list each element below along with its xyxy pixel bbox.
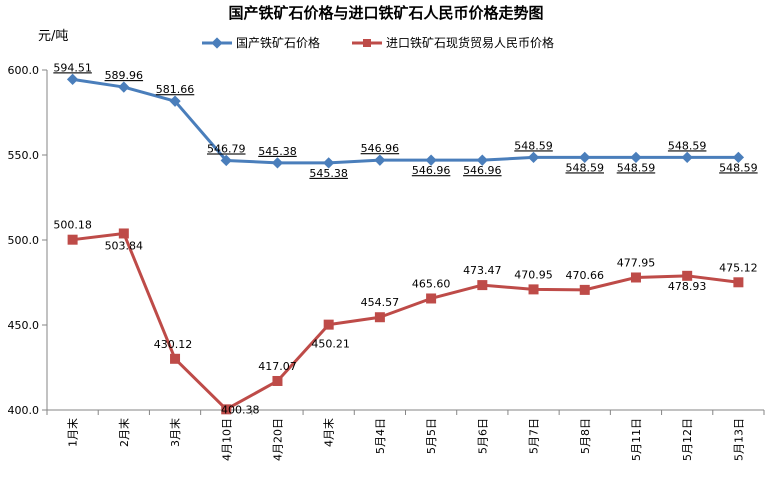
data-label-import: 503.84: [105, 239, 144, 252]
data-label-import: 470.95: [514, 268, 553, 281]
x-tick-label: 1月末: [66, 418, 80, 447]
data-point-import: [426, 293, 437, 304]
data-label-domestic: 545.38: [309, 167, 348, 180]
x-tick-label: 5月7日: [528, 418, 541, 454]
legend-label-import: 进口铁矿石现货贸易人民币价格: [386, 35, 554, 50]
y-axis-unit: 元/吨: [38, 29, 68, 44]
data-label-import: 470.66: [566, 269, 605, 282]
data-point-import: [374, 312, 385, 323]
x-tick-label: 5月13日: [732, 418, 745, 461]
data-point-domestic: [681, 151, 693, 164]
legend-marker-domestic: [211, 37, 223, 49]
x-tick-label: 3月末: [168, 418, 182, 447]
data-point-domestic: [66, 73, 79, 85]
x-tick-label: 5月4日: [374, 418, 387, 454]
data-point-import: [682, 270, 693, 281]
data-point-domestic: [732, 151, 745, 164]
data-label-domestic: 546.96: [412, 164, 451, 177]
data-point-import: [579, 284, 590, 295]
data-label-domestic: 589.96: [105, 69, 144, 82]
x-tick-label: 4月10日: [220, 418, 233, 461]
data-point-domestic: [374, 154, 386, 166]
data-label-domestic: 548.59: [566, 161, 605, 174]
y-tick-label: 600.0: [8, 64, 40, 77]
legend-marker-import: [363, 39, 371, 47]
legend-item-domestic: 国产铁矿石价格: [202, 35, 320, 50]
data-label-domestic: 581.66: [156, 83, 195, 96]
data-label-import: 400.38: [221, 403, 260, 416]
y-tick-label: 550.0: [8, 149, 40, 162]
x-tick-label: 5月6日: [476, 418, 489, 454]
data-label-import: 475.12: [719, 261, 758, 274]
data-point-import: [272, 375, 283, 386]
chart-title: 国产铁矿石价格与进口铁矿石人民币价格走势图: [228, 4, 543, 22]
data-label-import: 465.60: [412, 277, 451, 290]
y-tick-label: 400.0: [8, 404, 40, 417]
series-layer: [66, 73, 745, 415]
data-point-domestic: [118, 81, 130, 93]
legend: 国产铁矿石价格 进口铁矿石现货贸易人民币价格: [202, 35, 554, 50]
series-line-1: [72, 231, 739, 411]
x-tick-label: 5月5日: [425, 418, 438, 454]
data-point-import: [528, 284, 539, 295]
data-label-domestic: 548.59: [668, 139, 707, 152]
data-point-domestic: [630, 151, 642, 164]
data-label-domestic: 594.51: [53, 61, 92, 74]
x-tick-label: 5月12日: [681, 418, 694, 461]
x-tick-label: 4月末: [322, 418, 336, 447]
x-tick-label: 2月末: [117, 418, 131, 447]
data-label-import: 477.95: [617, 256, 656, 269]
x-tick-label: 5月8日: [579, 418, 592, 454]
data-label-domestic: 545.38: [258, 145, 297, 158]
data-label-import: 454.57: [361, 296, 400, 309]
data-label-import: 473.47: [463, 264, 502, 277]
data-label-import: 450.21: [311, 338, 350, 351]
x-tick-label: 4月20日: [271, 418, 284, 461]
data-label-domestic: 548.59: [719, 161, 758, 174]
data-point-import: [118, 228, 129, 239]
data-label-domestic: 548.59: [514, 139, 553, 152]
data-point-import: [630, 272, 641, 283]
legend-item-import: 进口铁矿石现货贸易人民币价格: [352, 35, 554, 50]
data-label-domestic: 546.96: [361, 142, 400, 155]
data-label-domestic: 546.96: [463, 164, 502, 177]
y-tick-label: 450.0: [8, 319, 40, 332]
data-point-import: [67, 234, 78, 245]
legend-label-domestic: 国产铁矿石价格: [236, 35, 320, 50]
data-point-domestic: [527, 151, 540, 164]
data-point-import: [170, 353, 181, 364]
y-tick-label: 500.0: [8, 234, 40, 247]
data-label-domestic: 548.59: [617, 161, 656, 174]
x-tick-label: 5月11日: [630, 418, 643, 461]
data-point-import: [733, 277, 744, 288]
data-label-import: 478.93: [668, 280, 707, 293]
data-label-import: 430.12: [154, 338, 193, 351]
data-point-import: [221, 404, 232, 415]
data-point-import: [477, 280, 488, 291]
axes: 400.0 450.0 500.0 550.0 600.0 1月末 2月末 3月末 4月10日 4…: [8, 64, 765, 461]
data-point-domestic: [425, 154, 437, 166]
series-line-0: [72, 77, 739, 165]
data-labels: 594.51 589.96 581.66 546.79 545.38 545.38 546.…: [53, 61, 757, 416]
data-point-domestic: [220, 154, 232, 167]
data-label-domestic: 546.79: [207, 142, 246, 155]
data-point-domestic: [476, 154, 488, 166]
data-point-domestic: [271, 157, 284, 169]
data-label-import: 500.18: [53, 219, 92, 232]
data-point-domestic: [323, 157, 335, 169]
data-point-domestic: [579, 151, 591, 164]
data-label-import: 417.07: [258, 360, 297, 373]
data-point-import: [323, 319, 334, 330]
